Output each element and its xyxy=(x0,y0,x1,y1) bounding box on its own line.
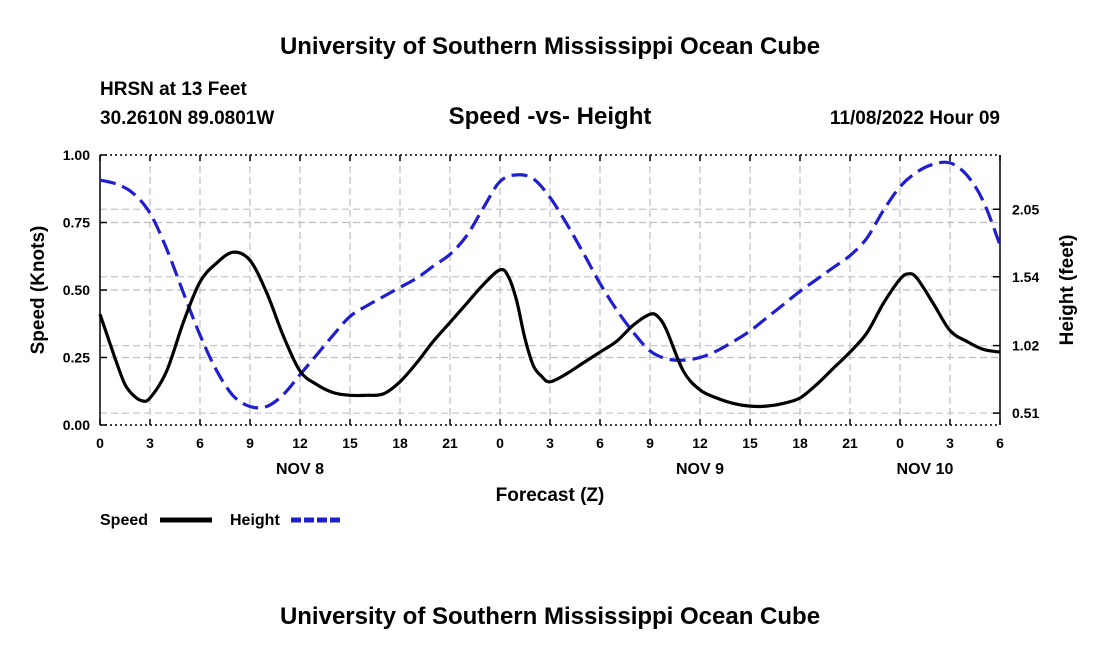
x-tick-label: 0 xyxy=(496,435,504,451)
x-tick-label: 3 xyxy=(146,435,154,451)
x-tick-label: 6 xyxy=(596,435,604,451)
series xyxy=(98,160,1002,410)
y-right-tick-label: 0.51 xyxy=(1012,405,1039,421)
x-tick-label: 21 xyxy=(442,435,458,451)
y-left-tick-label: 1.00 xyxy=(63,147,90,163)
y-left-tick-label: 0.00 xyxy=(63,417,90,433)
x-tick-label: 18 xyxy=(792,435,808,451)
day-label: NOV 8 xyxy=(276,461,324,478)
x-tick-label: 0 xyxy=(896,435,904,451)
x-tick-label: 9 xyxy=(246,435,254,451)
station-label: HRSN at 13 Feet xyxy=(100,79,247,100)
x-tick-label: 12 xyxy=(692,435,708,451)
legend: Speed Height xyxy=(100,512,343,529)
x-tick-label: 12 xyxy=(292,435,308,451)
day-label: NOV 10 xyxy=(897,461,954,478)
x-tick-label: 15 xyxy=(742,435,758,451)
x-tick-label: 3 xyxy=(546,435,554,451)
legend-height-label: Height xyxy=(230,512,280,529)
x-tick-label: 3 xyxy=(946,435,954,451)
x-axis-label: Forecast (Z) xyxy=(496,485,605,506)
x-tick-label: 6 xyxy=(996,435,1004,451)
y-right-tick-label: 2.05 xyxy=(1012,201,1039,217)
axes: 0 3 6 9 12 15 18 21 0 3 6 9 12 15 18 21 0 3 6 NOV 8 NOV 9 NOV… xyxy=(63,147,1040,478)
coordinates-label: 30.2610N 89.0801W xyxy=(100,108,274,129)
x-tick-label: 21 xyxy=(842,435,858,451)
y-left-tick-label: 0.50 xyxy=(63,282,90,298)
legend-speed-label: Speed xyxy=(100,512,148,529)
y-axis-right-label: Height (feet) xyxy=(1057,235,1078,346)
y-right-tick-label: 1.54 xyxy=(1012,269,1039,285)
series-line-height xyxy=(99,160,1002,410)
x-tick-label: 6 xyxy=(196,435,204,451)
y-axis-left-label: Speed (Knots) xyxy=(28,226,49,355)
x-tick-label: 18 xyxy=(392,435,408,451)
y-left-tick-label: 0.25 xyxy=(63,350,90,366)
footer-title: University of Southern Mississippi Ocean… xyxy=(280,603,820,630)
chart-title: Speed -vs- Height xyxy=(449,103,652,130)
day-label: NOV 9 xyxy=(676,461,724,478)
x-tick-label: 9 xyxy=(646,435,654,451)
y-left-tick-label: 0.75 xyxy=(63,215,90,231)
y-right-tick-label: 1.02 xyxy=(1012,338,1039,354)
x-tick-label: 15 xyxy=(342,435,358,451)
x-tick-label: 0 xyxy=(96,435,104,451)
forecast-datetime: 11/08/2022 Hour 09 xyxy=(830,108,1000,129)
header-title: University of Southern Mississippi Ocean… xyxy=(280,33,820,60)
series-line-speed xyxy=(98,250,1001,409)
